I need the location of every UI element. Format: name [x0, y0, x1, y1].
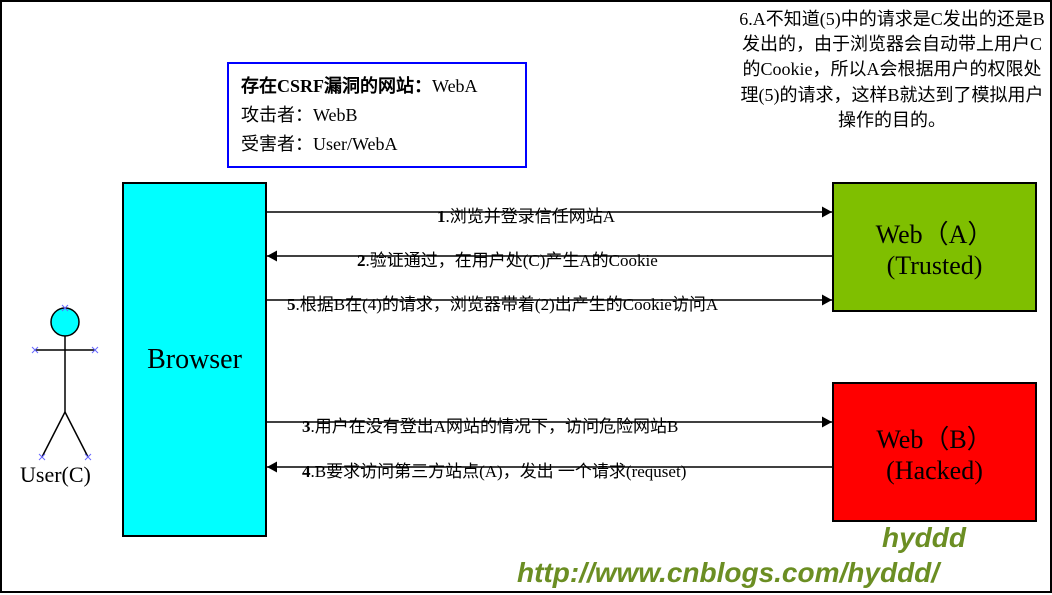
legend-line1-label: 存在CSRF漏洞的网站： [241, 76, 432, 96]
arrow-5-label: 5.根据B在(4)的请求，浏览器带着(2)出产生的Cookie访问A [287, 290, 718, 315]
legend-line2-value: WebB [313, 105, 358, 125]
legend-line3-value: User/WebA [313, 134, 398, 154]
watermark-line1: hyddd [882, 522, 966, 554]
legend-box: 存在CSRF漏洞的网站：WebA 攻击者：WebB 受害者：User/WebA [227, 62, 527, 168]
arrow-2-label: 2.验证通过，在用户处(C)产生A的Cookie [357, 246, 658, 271]
legend-line1-value: WebA [432, 76, 478, 96]
web-a-line1: Web（A） [876, 214, 994, 251]
web-b-line2: (Hacked) [886, 456, 983, 486]
arrow-3-label: 3.用户在没有登出A网站的情况下，访问危险网站B [302, 412, 678, 437]
web-b-line1: Web（B） [876, 419, 992, 456]
note-6: 6.A不知道(5)中的请求是C发出的还是B发出的，由于浏览器会自动带上用户C的C… [737, 7, 1047, 133]
browser-box: Browser [122, 182, 267, 537]
web-a-box: Web（A） (Trusted) [832, 182, 1037, 312]
browser-label: Browser [147, 344, 242, 376]
legend-line2-label: 攻击者： [241, 105, 313, 125]
arrow-1-label: 1.浏览并登录信任网站A [437, 202, 615, 227]
user-label: User(C) [20, 462, 91, 488]
legend-line3-label: 受害者： [241, 134, 313, 154]
web-b-box: Web（B） (Hacked) [832, 382, 1037, 522]
watermark-line2: http://www.cnblogs.com/hyddd/ [517, 557, 939, 589]
web-a-line2: (Trusted) [887, 251, 983, 281]
arrow-4-label: 4.B要求访问第三方站点(A)，发出 一个请求(requset) [302, 457, 686, 482]
